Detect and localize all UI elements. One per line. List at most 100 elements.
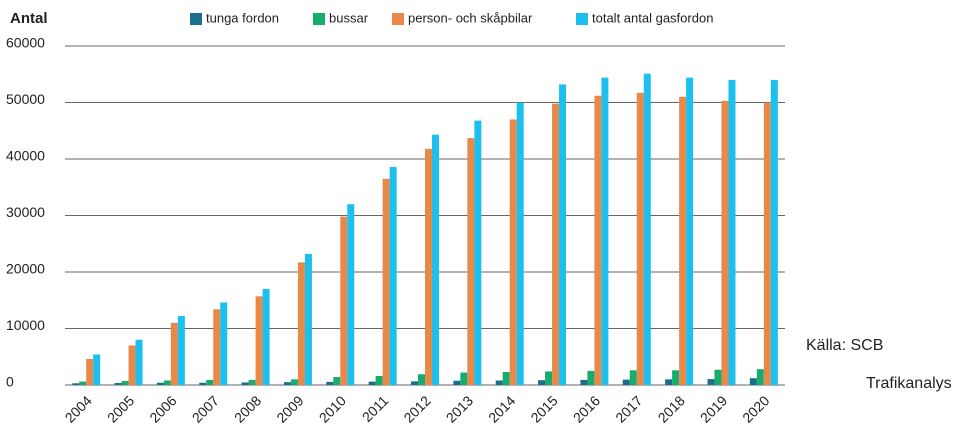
bar (622, 379, 630, 385)
x-tick-label: 2006 (146, 392, 179, 425)
y-tick-label: 40000 (6, 148, 45, 164)
x-tick-label: 2020 (739, 392, 772, 425)
bar (170, 322, 178, 385)
bar (629, 370, 637, 385)
bar (721, 100, 729, 386)
bar (495, 380, 503, 385)
bar (255, 296, 263, 385)
bar (79, 381, 87, 385)
bar (474, 120, 482, 385)
bar (453, 380, 461, 385)
x-tick-label: 2010 (316, 392, 349, 425)
bar (206, 379, 214, 385)
bar (163, 380, 171, 385)
legend-label: totalt antal gasfordon (592, 10, 713, 25)
bar (707, 379, 715, 385)
legend-swatch (313, 13, 325, 25)
bar (177, 316, 185, 385)
x-tick-label: 2009 (273, 392, 306, 425)
x-tick-label: 2016 (570, 392, 603, 425)
bar (297, 262, 305, 385)
bar (199, 382, 207, 385)
y-axis-label: Antal (10, 10, 48, 27)
bar (516, 102, 524, 385)
source-note: Källa: SCB (806, 337, 883, 354)
bar (728, 79, 736, 386)
x-tick-label: 2013 (443, 392, 476, 425)
bar (714, 369, 722, 385)
bar (636, 92, 644, 386)
bar (545, 371, 553, 385)
bar (326, 381, 334, 385)
bar (347, 204, 355, 385)
bar (601, 77, 609, 385)
bar (502, 372, 510, 385)
bar (156, 382, 164, 385)
y-tick-label: 60000 (6, 35, 45, 51)
y-tick-label: 10000 (6, 317, 45, 333)
x-tick-label: 2012 (400, 392, 433, 425)
bar (304, 253, 312, 385)
x-tick-label: 2014 (485, 392, 518, 425)
bar (368, 381, 376, 385)
bar (72, 383, 80, 385)
legend-swatch (190, 13, 202, 25)
bar (665, 379, 673, 385)
bar (340, 216, 348, 385)
bar (213, 309, 221, 385)
bar (241, 382, 249, 385)
bar (333, 377, 341, 385)
bar (594, 95, 602, 385)
bar (425, 148, 432, 385)
bar (756, 369, 764, 385)
bar (114, 383, 122, 385)
bar (432, 134, 439, 385)
bar (552, 103, 560, 385)
x-tick-label: 2004 (62, 392, 95, 425)
x-tick-label: 2011 (359, 392, 392, 425)
bar (679, 96, 687, 385)
x-tick-label: 2007 (189, 392, 222, 425)
bar (411, 381, 418, 385)
bar (418, 374, 425, 385)
bar (509, 119, 517, 385)
bar (248, 379, 256, 385)
x-tick-label: 2018 (655, 392, 688, 425)
bar (672, 370, 680, 385)
legend-label: tunga fordon (206, 10, 279, 25)
bar (128, 345, 136, 385)
x-tick-label: 2008 (231, 392, 264, 425)
source-note: Trafikanalys (866, 375, 952, 392)
x-tick-label: 2019 (697, 392, 730, 425)
legend-label: person- och skåpbilar (408, 10, 533, 25)
legend-swatch (392, 13, 404, 25)
bar (389, 166, 397, 385)
bar (460, 372, 468, 385)
bar (93, 354, 101, 385)
bar (538, 380, 546, 385)
bar (559, 84, 567, 386)
y-tick-label: 20000 (6, 261, 45, 277)
bar (580, 379, 588, 385)
legend-swatch (576, 13, 588, 25)
bar (375, 375, 383, 385)
x-tick-label: 2015 (527, 392, 560, 425)
bar (135, 339, 143, 385)
bar (382, 178, 390, 385)
bar (290, 379, 298, 385)
x-tick-label: 2017 (612, 392, 645, 425)
bar (749, 378, 757, 385)
bar (643, 73, 651, 385)
y-tick-label: 30000 (6, 204, 45, 220)
bar (220, 302, 228, 385)
bar (763, 102, 771, 385)
y-tick-label: 0 (6, 374, 14, 390)
bar (587, 370, 595, 385)
bar (467, 138, 475, 385)
bar (283, 382, 291, 385)
legend-label: bussar (329, 10, 369, 25)
bar (770, 79, 778, 386)
bar (686, 77, 694, 385)
x-tick-label: 2005 (104, 392, 137, 425)
